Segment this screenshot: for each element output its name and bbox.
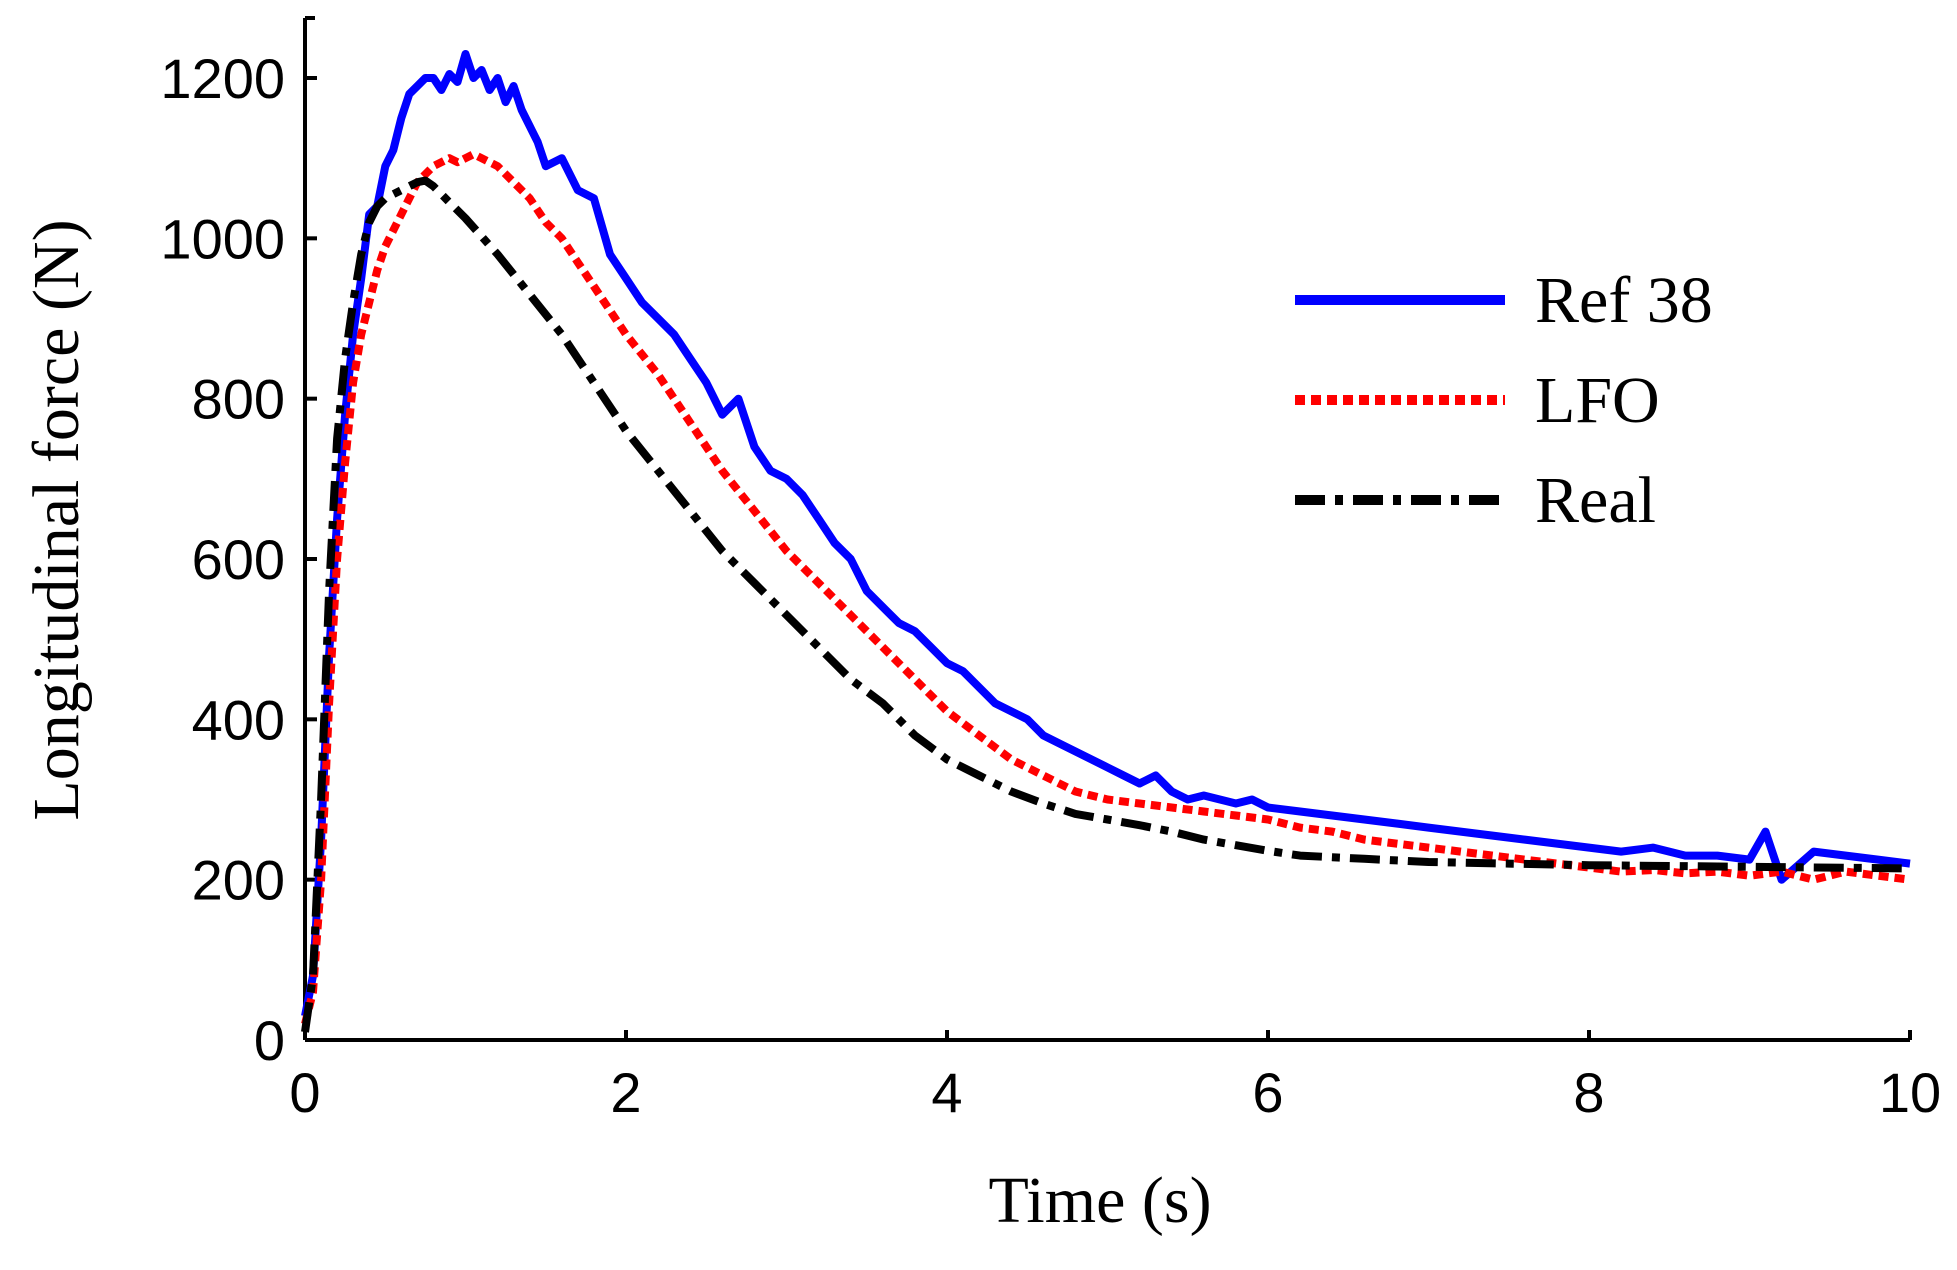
series-line-lfo: [301, 150, 1911, 1025]
y-axis-ticks: 0 200 400 600 800 1000 1200: [160, 47, 317, 1072]
axes: [303, 16, 1910, 1042]
x-tick-label: 2: [610, 1061, 641, 1124]
x-axis-title: Time (s): [988, 1164, 1211, 1237]
y-tick-label: 1200: [160, 47, 285, 110]
series-line-real: [301, 176, 1911, 1033]
y-tick-label: 400: [192, 688, 285, 751]
legend: Ref 38 LFO Real: [1295, 264, 1713, 537]
y-tick-label: 800: [192, 368, 285, 431]
y-tick-label: 0: [254, 1009, 285, 1072]
y-tick-label: 200: [192, 849, 285, 912]
legend-label-ref-38: Ref 38: [1535, 264, 1713, 337]
y-tick-label: 600: [192, 528, 285, 591]
x-axis-ticks: 0 2 4 6 8 10: [289, 1030, 1941, 1124]
x-tick-label: 0: [289, 1061, 320, 1124]
x-tick-label: 6: [1252, 1061, 1283, 1124]
x-tick-label: 10: [1879, 1061, 1941, 1124]
x-tick-label: 8: [1573, 1061, 1604, 1124]
y-axis-title: Longitudinal force (N): [20, 219, 93, 820]
series-line-ref-38: [301, 50, 1911, 1017]
legend-label-lfo: LFO: [1535, 364, 1660, 437]
y-tick-label: 1000: [160, 207, 285, 270]
series-lines: [301, 50, 1911, 1033]
x-tick-label: 4: [931, 1061, 962, 1124]
legend-label-real: Real: [1535, 464, 1656, 537]
